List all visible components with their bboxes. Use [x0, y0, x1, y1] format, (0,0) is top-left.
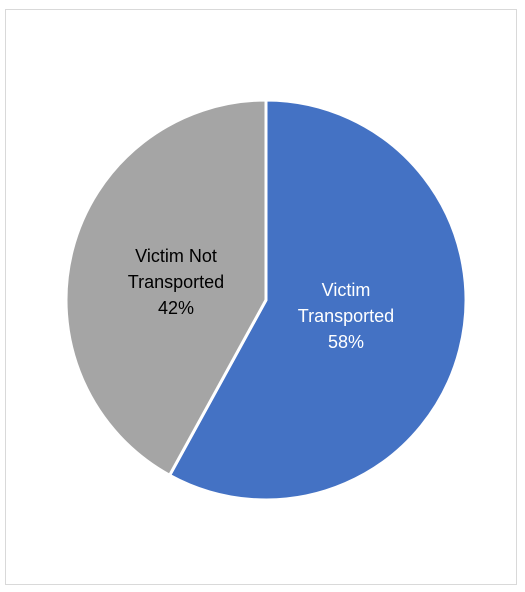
slice-label-line-1-0: Victim Not — [135, 246, 217, 266]
pie-slice-0 — [168, 98, 468, 502]
pie-slice-1 — [64, 98, 268, 477]
slice-label-line-0-0: Victim — [322, 280, 371, 300]
slice-percent-0: 58% — [328, 332, 364, 352]
slice-label-1: Victim Not Transported 42% — [128, 246, 224, 318]
slice-label-line-1-1: Transported — [128, 272, 224, 292]
slice-label-line-0-1: Transported — [298, 306, 394, 326]
slice-label-0: Victim Transported 58% — [298, 280, 394, 352]
slice-percent-1: 42% — [158, 298, 194, 318]
